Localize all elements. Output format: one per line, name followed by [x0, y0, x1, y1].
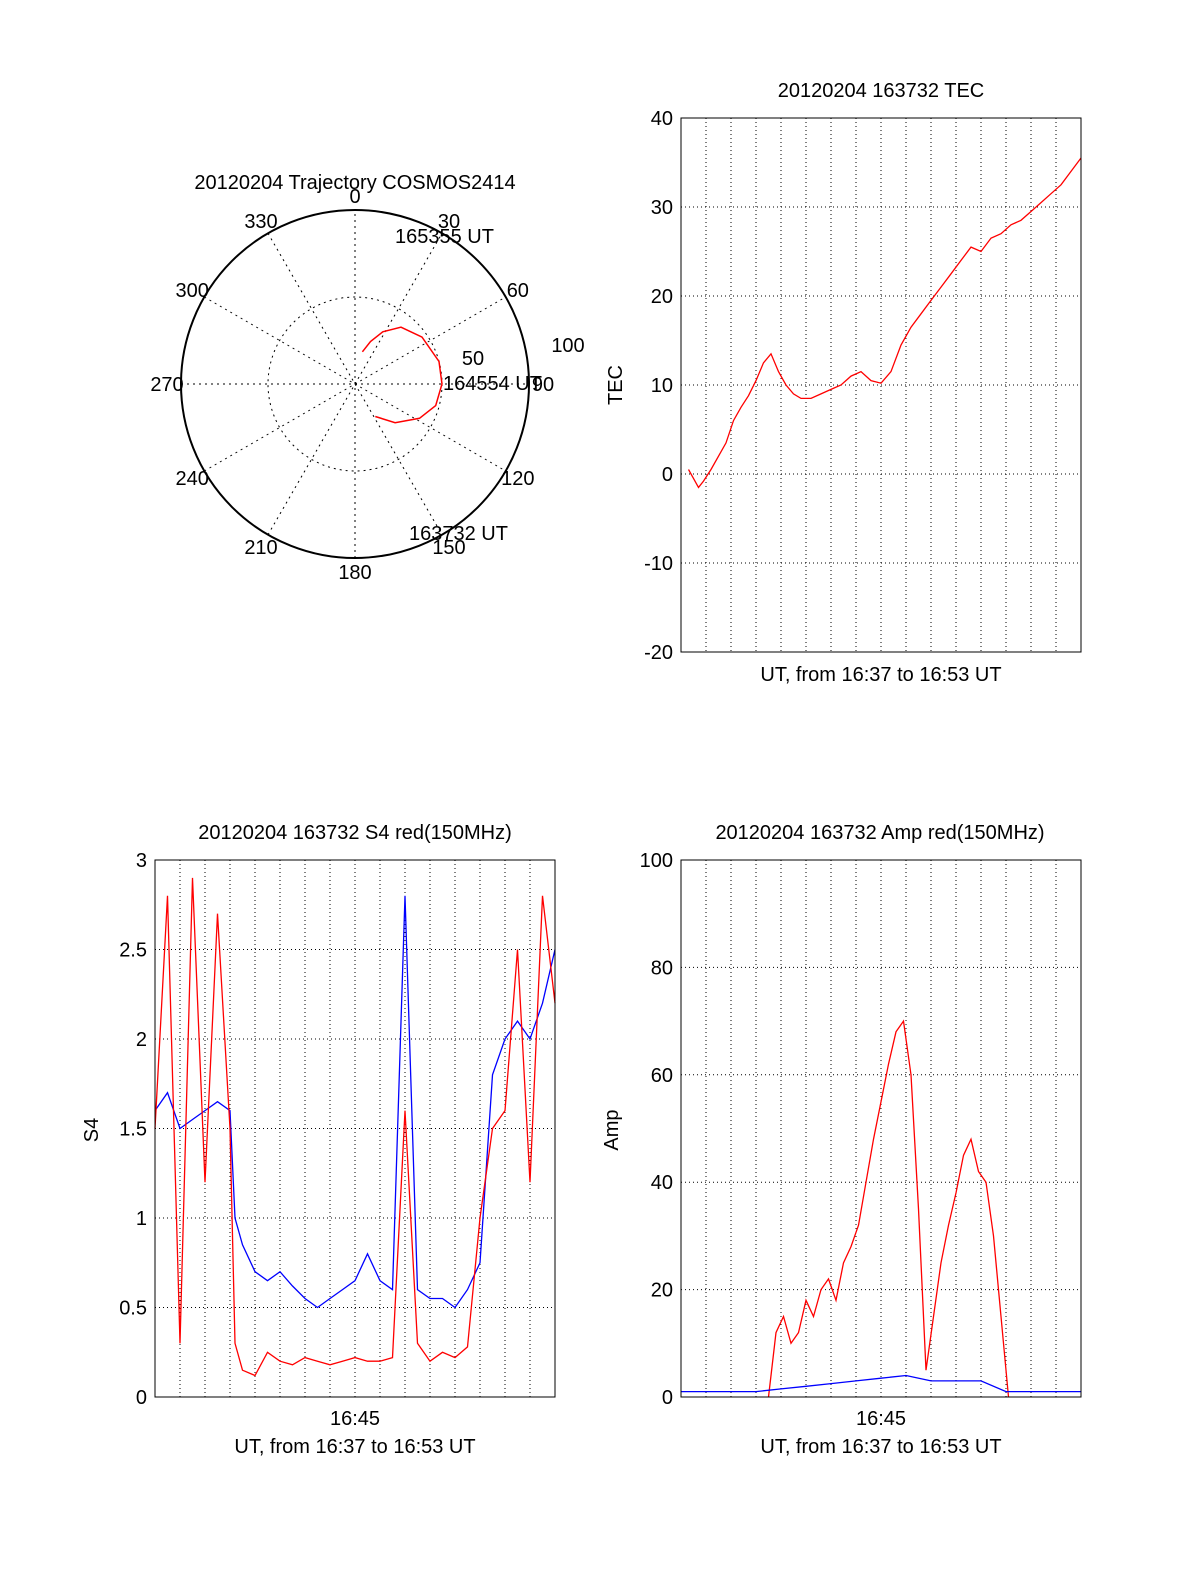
tec-ylabel: TEC — [605, 365, 627, 405]
polar-azimuth-label: 90 — [532, 374, 554, 396]
y-tick-label: 100 — [640, 850, 673, 872]
y-tick-label: 0 — [662, 464, 673, 486]
y-tick-label: 2.5 — [119, 940, 147, 962]
amp-grid — [681, 860, 1081, 1397]
y-tick-label: 2 — [136, 1029, 147, 1051]
amp-axes-box — [680, 859, 1082, 1398]
amp-title: 20120204 163732 Amp red(150MHz) — [715, 822, 1044, 844]
amp-y-tick-labels: 0 20 40 60 80 100 — [640, 850, 673, 1409]
polar-azimuth-labels: 0 30 60 90 120 150 180 210 240 270 300 330 — [150, 186, 554, 584]
amp-x-tick-label: 16:45 — [856, 1408, 906, 1430]
polar-panel: 20120204 Trajectory COSMOS2414 0 30 60 90 12… — [150, 172, 584, 584]
s4-grid — [155, 860, 555, 1397]
trajectory-line — [361, 326, 443, 424]
polar-azimuth-label: 30 — [438, 211, 460, 233]
trajectory-label-mid: 164554 UT — [443, 373, 542, 395]
tec-title: 20120204 163732 TEC — [778, 80, 984, 102]
y-tick-label: 60 — [651, 1065, 673, 1087]
s4-title: 20120204 163732 S4 red(150MHz) — [198, 822, 512, 844]
amp-ylabel: Amp — [601, 1109, 623, 1150]
y-tick-label: 0.5 — [119, 1298, 147, 1320]
tec-grid — [681, 118, 1081, 652]
polar-azimuth-label: 0 — [349, 186, 360, 208]
tec-y-tick-labels: -20 -10 0 10 20 30 40 — [644, 108, 673, 664]
polar-azimuth-label: 330 — [244, 211, 277, 233]
amp-blue-series-line — [681, 1374, 1081, 1393]
trajectory-label-start: 163732 UT — [409, 523, 508, 545]
polar-title: 20120204 Trajectory COSMOS2414 — [194, 172, 515, 194]
y-tick-label: 3 — [136, 850, 147, 872]
polar-azimuth-label: 240 — [175, 468, 208, 490]
s4-xlabel: UT, from 16:37 to 16:53 UT — [234, 1436, 475, 1458]
amp-panel: 20120204 163732 Amp red(150MHz) 0 20 40 60 8… — [601, 822, 1082, 1458]
s4-ylabel: S4 — [81, 1118, 103, 1142]
y-tick-label: 40 — [651, 108, 673, 130]
y-tick-label: -10 — [644, 553, 673, 575]
polar-azimuth-label: 270 — [150, 374, 183, 396]
polar-azimuth-label: 150 — [432, 537, 465, 559]
s4-x-tick-label: 16:45 — [330, 1408, 380, 1430]
y-tick-label: 1.5 — [119, 1119, 147, 1141]
polar-azimuth-label: 210 — [244, 537, 277, 559]
polar-spoke-150 — [267, 233, 443, 535]
y-tick-label: -20 — [644, 642, 673, 664]
s4-red-series-line — [154, 877, 556, 1377]
trajectory-label-end: 165355 UT — [395, 226, 494, 248]
y-tick-label: 20 — [651, 286, 673, 308]
y-tick-label: 1 — [136, 1208, 147, 1230]
s4-panel: 20120204 163732 S4 red(150MHz) 0 0.5 1 1.5 2… — [81, 822, 556, 1458]
polar-radius-label-50: 50 — [462, 348, 484, 370]
y-tick-label: 40 — [651, 1172, 673, 1194]
polar-radius-label-100: 100 — [551, 335, 584, 357]
polar-azimuth-label: 180 — [338, 562, 371, 584]
polar-azimuth-label: 300 — [175, 280, 208, 302]
tec-axes-box — [680, 117, 1082, 653]
y-tick-label: 10 — [651, 375, 673, 397]
y-tick-label: 80 — [651, 957, 673, 979]
y-tick-label: 30 — [651, 197, 673, 219]
polar-azimuth-label: 120 — [501, 468, 534, 490]
tec-xlabel: UT, from 16:37 to 16:53 UT — [760, 664, 1001, 686]
polar-azimuth-label: 60 — [507, 280, 529, 302]
y-tick-label: 20 — [651, 1280, 673, 1302]
tec-series-line — [687, 157, 1082, 489]
y-tick-label: 0 — [662, 1387, 673, 1409]
s4-axes-box — [154, 859, 556, 1398]
amp-xlabel: UT, from 16:37 to 16:53 UT — [760, 1436, 1001, 1458]
amp-red-series-line — [767, 1019, 1010, 1398]
tec-panel: 20120204 163732 TEC -20 -10 0 10 20 30 40 UT, … — [605, 80, 1082, 686]
s4-y-tick-labels: 0 0.5 1 1.5 2 2.5 3 — [119, 850, 147, 1409]
y-tick-label: 0 — [136, 1387, 147, 1409]
